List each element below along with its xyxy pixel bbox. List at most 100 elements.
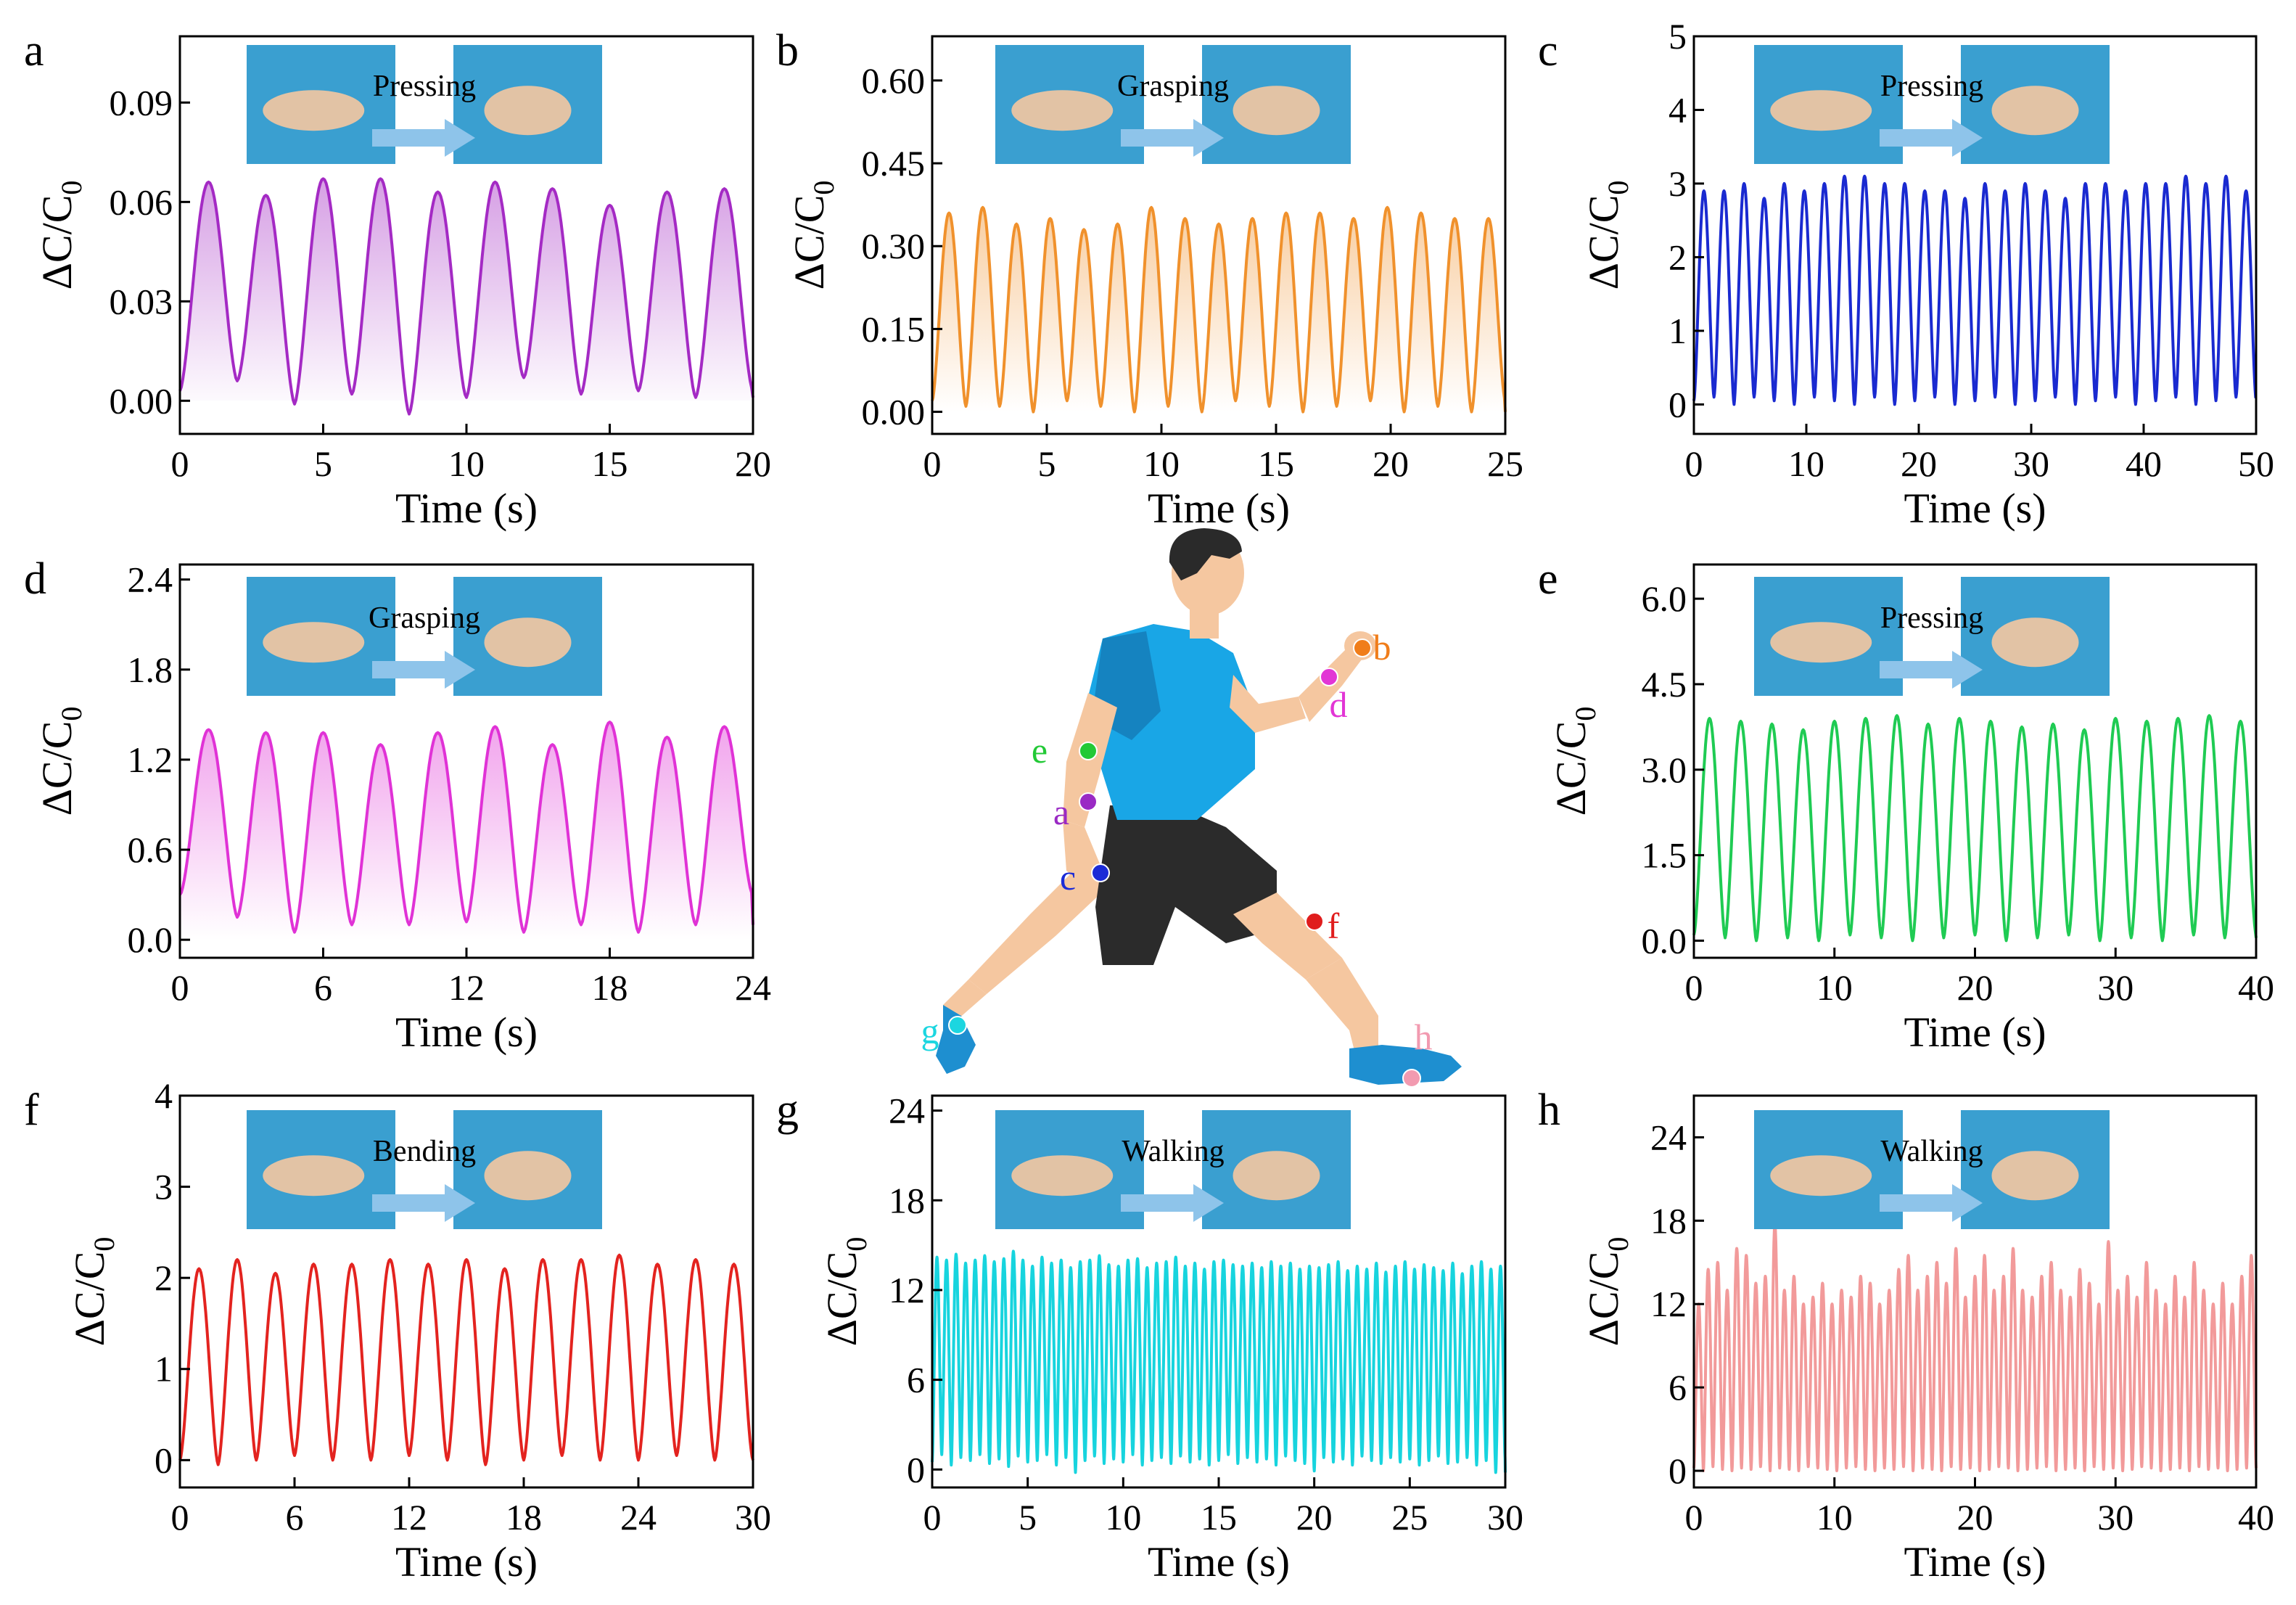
- y-tick-label-h: 6: [1668, 1367, 1687, 1408]
- runner-front-shin: [1306, 958, 1378, 1059]
- x-tick-label-b: 25: [1487, 443, 1523, 484]
- x-axis-label-b: Time (s): [1148, 485, 1290, 532]
- photo-after-f: [453, 1110, 602, 1229]
- sensor-marker-d: [1320, 668, 1338, 686]
- y-axis-label-d: ΔC/C0: [33, 707, 88, 816]
- action-arrow-a: [372, 119, 475, 157]
- panel-h: h 0 10 20 30 40 0 6 12 18 24 Time (s) ΔC/C0 Walking: [1538, 1085, 2274, 1585]
- y-tick-label-g: 6: [907, 1360, 925, 1400]
- action-arrow-f: [372, 1184, 475, 1222]
- sensor-label-d: d: [1330, 684, 1348, 725]
- sensor-marker-c: [1091, 863, 1110, 882]
- plot-frame-c: [1692, 35, 2258, 435]
- runner-illustration: bd eac f g h: [921, 528, 1462, 1088]
- y-tick-label-c: 1: [1668, 311, 1687, 351]
- x-axis-label-f: Time (s): [395, 1538, 538, 1585]
- panel-label-h: h: [1538, 1085, 1560, 1135]
- x-tick-label-d: 24: [735, 967, 771, 1008]
- panel-label-g: g: [776, 1085, 799, 1135]
- x-tick-label-c: 10: [1788, 443, 1824, 484]
- sensor-label-c: c: [1060, 857, 1076, 898]
- x-axis-label-h: Time (s): [1904, 1538, 2046, 1585]
- action-arrow-e: [1880, 651, 1983, 689]
- x-tick-label-e: 10: [1816, 967, 1853, 1008]
- photo-after-e: [1961, 577, 2110, 696]
- x-tick-label-e: 30: [2097, 967, 2134, 1008]
- panel-c: c 0 10 20 30 40 50 0 1 2 3 4 5 Time (s) ΔC/C0 Pressing: [1538, 16, 2274, 532]
- y-tick-label-f: 3: [155, 1167, 173, 1207]
- y-tick-label-f: 4: [155, 1075, 173, 1116]
- series-line-a: [178, 177, 754, 416]
- x-tick-label-g: 10: [1105, 1497, 1141, 1538]
- x-tick-label-g: 5: [1019, 1497, 1037, 1538]
- y-axis-label-h: ΔC/C0: [1580, 1237, 1634, 1347]
- y-axis-label-g: ΔC/C0: [818, 1237, 873, 1347]
- photo-after-h: [1961, 1110, 2110, 1229]
- series-line-b: [931, 205, 1507, 414]
- y-tick-label-d: 0.6: [128, 829, 173, 870]
- x-tick-label-f: 0: [171, 1497, 189, 1538]
- y-tick-label-b: 0.45: [862, 143, 926, 184]
- runner-hair: [1169, 528, 1242, 580]
- action-arrow-c: [1880, 119, 1983, 157]
- panel-e: e 0 10 20 30 40 0.0 1.5 3.0 4.5 6.0 Time (s) ΔC/C0 Pr…: [1538, 554, 2274, 1056]
- x-axis-label-g: Time (s): [1148, 1538, 1290, 1585]
- y-tick-label-a: 0.03: [110, 281, 173, 321]
- x-tick-label-b: 20: [1373, 443, 1409, 484]
- x-tick-label-b: 15: [1258, 443, 1294, 484]
- panel-g: g 0 5 10 15 20 25 30 0 6 12 18 24 Time (s) ΔC/C0 Walkin…: [776, 1085, 1523, 1585]
- x-tick-label-c: 50: [2238, 443, 2274, 484]
- y-tick-label-d: 2.4: [128, 559, 173, 600]
- y-tick-label-c: 5: [1668, 16, 1687, 57]
- x-tick-label-f: 24: [620, 1497, 657, 1538]
- action-label-e: Pressing: [1880, 602, 1983, 635]
- x-tick-label-g: 20: [1296, 1497, 1333, 1538]
- panel-label-b: b: [776, 26, 799, 75]
- runner-back-shoe: [936, 1005, 976, 1074]
- photo-after-a: [453, 45, 602, 164]
- x-tick-label-d: 6: [314, 967, 332, 1008]
- action-label-g: Walking: [1122, 1135, 1224, 1168]
- photo-before-g: [995, 1110, 1144, 1229]
- photo-after-c: [1961, 45, 2110, 164]
- y-tick-label-b: 0.30: [862, 226, 926, 266]
- action-label-a: Pressing: [373, 70, 476, 103]
- sensor-label-e: e: [1032, 730, 1048, 771]
- y-tick-label-g: 24: [889, 1091, 925, 1131]
- photo-before-b: [995, 45, 1144, 164]
- action-label-c: Pressing: [1880, 70, 1983, 103]
- action-label-f: Bending: [373, 1135, 476, 1168]
- photo-before-f: [247, 1110, 395, 1229]
- panel-a: a 0 5 10 15 20 0.00 0.03 0.06 0.09 Time (s) ΔC/C0 Pr…: [24, 26, 771, 532]
- x-tick-label-c: 30: [2013, 443, 2049, 484]
- x-tick-label-h: 30: [2097, 1497, 2134, 1538]
- y-axis-label-f: ΔC/C0: [66, 1237, 120, 1347]
- runner-front-upper-arm: [1230, 675, 1306, 733]
- panel-label-a: a: [24, 26, 44, 75]
- x-axis-label-d: Time (s): [395, 1009, 538, 1056]
- y-tick-label-d: 0.0: [128, 919, 173, 960]
- sensor-label-b: b: [1373, 627, 1391, 668]
- action-label-d: Grasping: [369, 602, 480, 635]
- photo-after-d: [453, 577, 602, 696]
- x-axis-label-a: Time (s): [395, 485, 538, 532]
- x-tick-label-h: 40: [2238, 1497, 2274, 1538]
- y-tick-label-f: 0: [155, 1440, 173, 1480]
- y-tick-label-a: 0.09: [110, 82, 173, 123]
- y-tick-label-b: 0.15: [862, 308, 926, 349]
- x-tick-label-h: 20: [1957, 1497, 1993, 1538]
- sensor-label-h: h: [1415, 1017, 1433, 1057]
- y-tick-label-a: 0.00: [110, 380, 173, 421]
- y-tick-label-e: 4.5: [1642, 664, 1687, 705]
- x-tick-label-g: 15: [1201, 1497, 1237, 1538]
- y-tick-label-f: 1: [155, 1349, 173, 1390]
- runner-front-shoe: [1349, 1045, 1462, 1085]
- action-arrow-h: [1880, 1184, 1983, 1222]
- y-tick-label-c: 4: [1668, 89, 1687, 130]
- plot-frame-f: [178, 1094, 754, 1489]
- photo-before-h: [1754, 1110, 1903, 1229]
- photo-after-g: [1202, 1110, 1351, 1229]
